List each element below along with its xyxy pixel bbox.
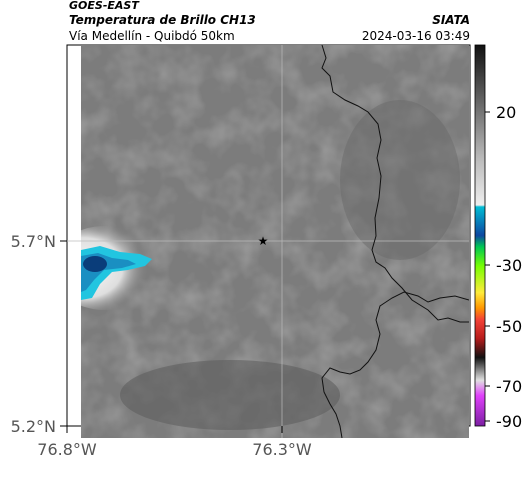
y-tick-label: 5.2°N: [11, 417, 56, 436]
timestamp-label: 2024-03-16 03:49: [361, 29, 470, 43]
colorbar-label: -70: [496, 377, 522, 396]
star-icon: ★: [258, 234, 269, 248]
colorbar-ticks: [485, 111, 490, 422]
source-label: SIATA: [432, 13, 470, 27]
colorbar-label: -30: [496, 256, 522, 275]
satellite-title: GOES-EAST: [69, 0, 139, 12]
region-label: Vía Medellín - Quibdó 50km: [69, 29, 235, 43]
brightness-temperature-field: [81, 45, 469, 438]
x-tick-label: 76.3°W: [252, 440, 312, 459]
y-tick-label: 5.7°N: [11, 232, 56, 251]
colorbar: [474, 44, 486, 427]
colorbar-label: -90: [496, 412, 522, 431]
product-title: Temperatura de Brillo CH13: [69, 13, 256, 27]
colorbar-label: -50: [496, 317, 522, 336]
administrative-borders: [321, 45, 469, 438]
x-tick-label: 76.8°W: [37, 440, 97, 459]
colorbar-label: 20: [496, 103, 516, 122]
